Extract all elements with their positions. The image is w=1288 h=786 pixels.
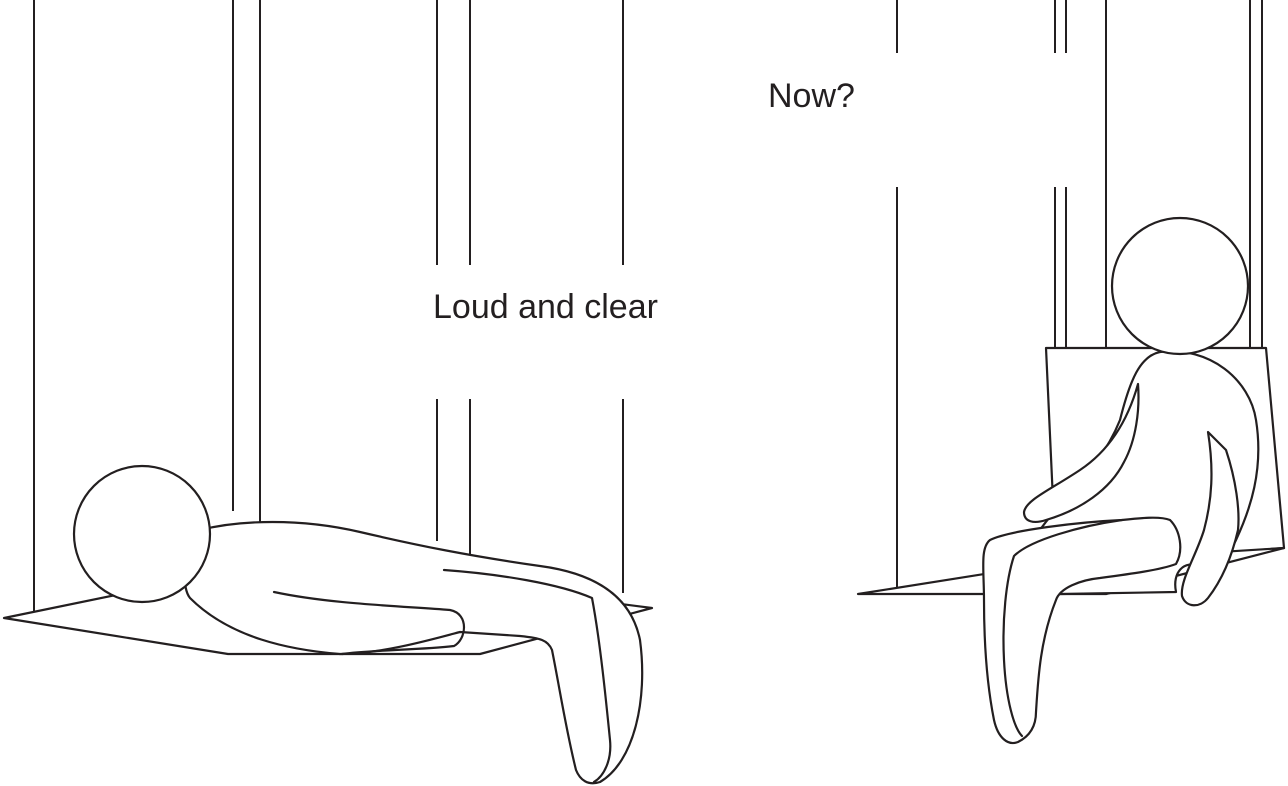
left-figure-head	[72, 464, 212, 604]
left-figure-body	[183, 520, 644, 785]
right-figure-legs	[982, 516, 1182, 745]
right-figure-arm	[1022, 382, 1140, 523]
right-figure-rear-hand	[1180, 430, 1240, 607]
right-caption: Now?	[768, 77, 855, 115]
left-swing-scene	[2, 0, 654, 785]
right-swing-scene	[856, 0, 1286, 745]
right-figure-head	[1110, 216, 1250, 356]
left-figure-arm	[272, 590, 466, 656]
right-figure-inner-leg	[1002, 518, 1124, 738]
left-caption: Loud and clear	[433, 288, 658, 326]
left-figure-leg	[442, 568, 612, 784]
